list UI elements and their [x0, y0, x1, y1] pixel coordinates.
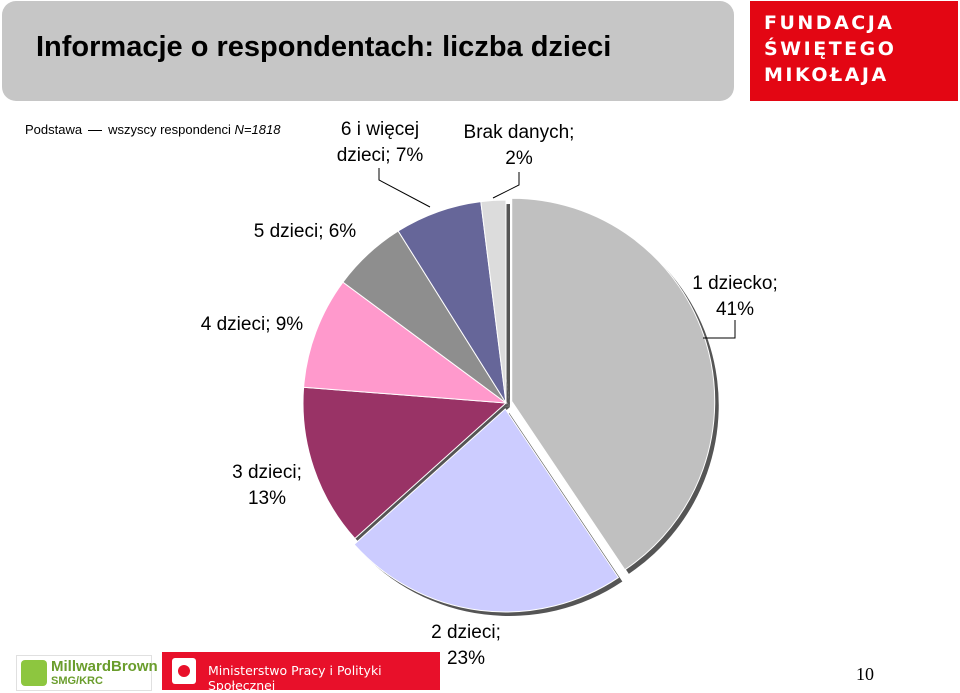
slice-label-line: 13%: [248, 488, 286, 509]
leader-line-6-i-wie-cej-dzieci: [378, 168, 431, 208]
logo-line-3: MIKOŁAJA: [764, 64, 889, 86]
pie-slice-4-dzieci: [303, 281, 508, 404]
sample-basis: Podstawa wszyscy respondenci N=1818: [25, 122, 280, 137]
eagle-emblem-icon: [172, 658, 196, 684]
title-bar: Informacje o respondentach: liczba dziec…: [2, 1, 734, 101]
basis-n: N=1818: [234, 122, 281, 137]
pie-slice-1-dziecko: [511, 197, 716, 571]
slice-label-line: 4 dzieci; 9%: [201, 314, 304, 335]
logo-line-2: ŚWIĘTEGO: [764, 38, 897, 60]
millward-brown-mark-icon: [21, 660, 47, 686]
slice-label-4-dzieci: 4 dzieci; 9%: [201, 314, 304, 335]
basis-prefix: Podstawa: [25, 122, 83, 137]
basis-dash: [88, 130, 103, 132]
slice-label-line: 2 dzieci;: [431, 622, 501, 643]
slice-label-line: dzieci; 7%: [337, 145, 424, 166]
slice-label-line: 41%: [716, 299, 754, 320]
millward-brown-sub: SMG/KRC: [51, 675, 103, 687]
slice-label-3-dzieci: 3 dzieci; 13%: [232, 462, 302, 509]
slice-label-line: 5 dzieci; 6%: [254, 221, 357, 242]
slice-label-5-dzieci: 5 dzieci; 6%: [254, 221, 357, 242]
fundacja-logo: FUNDACJA ŚWIĘTEGO MIKOŁAJA: [750, 1, 958, 101]
slice-label-1-dziecko: 1 dziecko; 41%: [692, 273, 778, 320]
leader-line-1-dziecko: [703, 320, 736, 339]
slice-label-line: 1 dziecko;: [692, 273, 778, 294]
pie-slice-3-dzieci: [302, 386, 508, 540]
slice-label-brak-danych: Brak danych; 2%: [464, 122, 575, 169]
basis-text: wszyscy respondenci: [108, 122, 231, 137]
slice-label-line: Brak danych;: [464, 122, 575, 143]
millward-brown-name: MillwardBrown: [51, 658, 158, 675]
slice-label-line: 23%: [447, 648, 485, 669]
page-title: Informacje o respondentach: liczba dziec…: [36, 31, 612, 63]
pie-slice-2-dzieci: [353, 408, 620, 613]
logo-line-1: FUNDACJA: [764, 12, 895, 34]
slice-label-6-i-wie-cej-dzieci: 6 i więcej dzieci; 7%: [337, 119, 424, 166]
slice-label-line: 3 dzieci;: [232, 462, 302, 483]
pie-slice-brak-danych: [480, 199, 507, 404]
page-number: 10: [856, 664, 874, 684]
slice-label-2-dzieci: 2 dzieci; 23%: [431, 622, 501, 669]
ministry-logo: Ministerstwo Pracy i Polityki Społecznej: [162, 652, 440, 693]
leader-line-brak-danych: [492, 172, 520, 199]
ministry-name: Ministerstwo Pracy i Polityki Społecznej: [208, 663, 382, 693]
slice-label-line: 6 i więcej: [341, 119, 419, 140]
slice-label-line: 2%: [505, 148, 533, 169]
millward-brown-logo: MillwardBrown SMG/KRC: [16, 655, 158, 691]
